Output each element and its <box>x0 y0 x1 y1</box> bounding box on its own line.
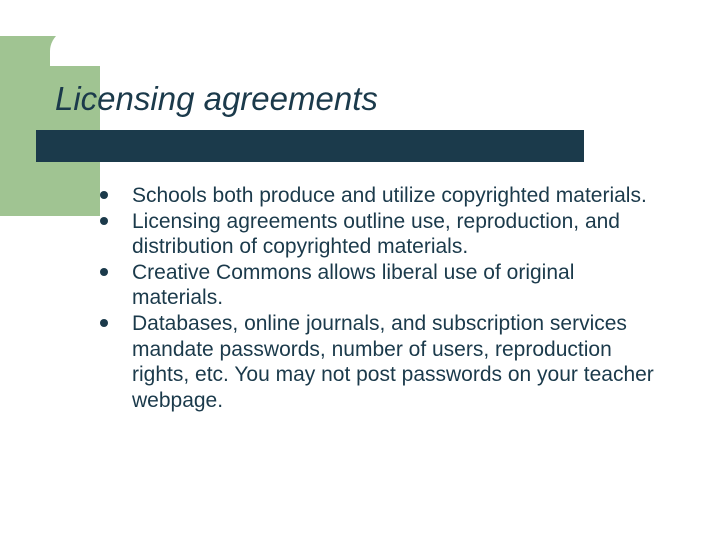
slide-title: Licensing agreements <box>55 80 378 118</box>
bullet-item: Licensing agreements outline use, reprod… <box>100 209 660 260</box>
bullet-item: Databases, online journals, and subscrip… <box>100 311 660 413</box>
slide: Licensing agreements Schools both produc… <box>0 0 720 540</box>
bullet-icon <box>100 217 108 225</box>
bullet-icon <box>100 191 108 199</box>
bullet-item: Schools both produce and utilize copyrig… <box>100 183 660 209</box>
title-underline-bar <box>36 130 584 162</box>
bullet-icon <box>100 268 108 276</box>
bullet-item: Creative Commons allows liberal use of o… <box>100 260 660 311</box>
bullet-text: Schools both produce and utilize copyrig… <box>132 183 647 209</box>
corner-notch <box>50 24 120 66</box>
bullet-text: Creative Commons allows liberal use of o… <box>132 260 660 311</box>
bullet-text: Databases, online journals, and subscrip… <box>132 311 660 413</box>
bullet-text: Licensing agreements outline use, reprod… <box>132 209 660 260</box>
slide-body: Schools both produce and utilize copyrig… <box>100 183 660 413</box>
bullet-icon <box>100 319 108 327</box>
